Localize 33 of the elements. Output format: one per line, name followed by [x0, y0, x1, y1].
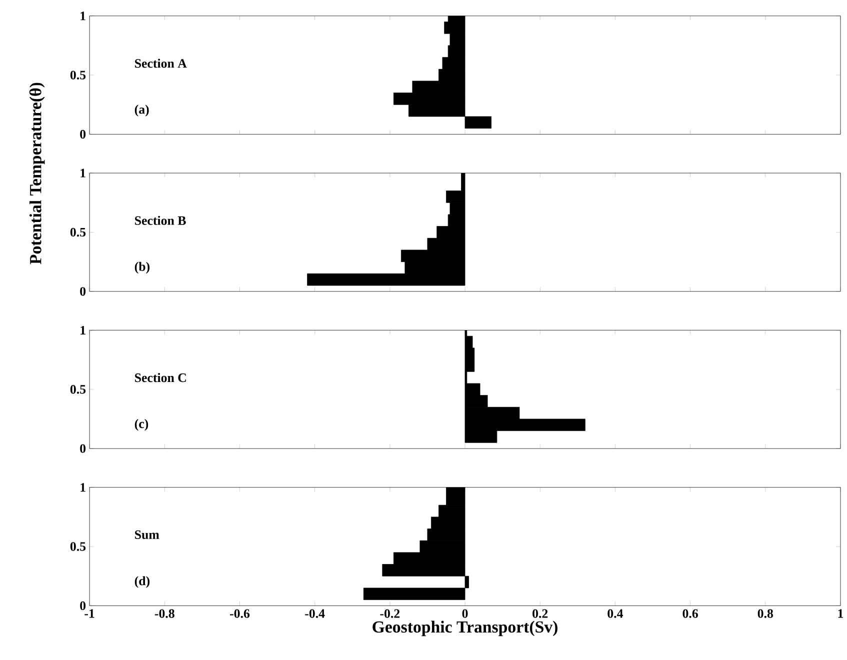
- annotation: Section A: [135, 58, 187, 68]
- y-tick-label: 0.5: [70, 228, 86, 236]
- annotation: Sum: [135, 530, 160, 539]
- x-tick-label: -0.6: [230, 609, 250, 618]
- y-tick-label: 0: [80, 286, 86, 296]
- x-axis-title: Geostophic Transport(Sv): [372, 620, 558, 636]
- annotation: (c): [134, 418, 148, 431]
- x-tick-label: 0: [462, 609, 468, 618]
- y-tick-label: 1: [80, 168, 86, 178]
- y-tick-label: 0.5: [70, 384, 86, 394]
- y-tick-label: 0: [80, 444, 86, 453]
- y-tick-label: 0: [80, 130, 86, 138]
- y-tick-label: 1: [80, 326, 86, 334]
- x-tick-label: 1: [838, 609, 844, 618]
- x-tick-label: 0.6: [682, 609, 698, 618]
- y-tick-label: 1: [80, 11, 86, 20]
- x-tick-label: 0.2: [532, 609, 548, 618]
- annotation: (d): [134, 576, 150, 588]
- y-tick-label: 0: [80, 601, 86, 610]
- x-tick-label: -0.4: [305, 609, 325, 618]
- x-tick-label: -1: [84, 609, 94, 618]
- annotation: Section B: [135, 216, 186, 225]
- x-tick-label: -0.8: [154, 609, 174, 618]
- x-tick-label: 0.4: [608, 609, 624, 618]
- y-tick-label: 0.5: [70, 542, 86, 551]
- x-tick-label: -0.2: [380, 609, 400, 618]
- annotation: (b): [134, 262, 150, 274]
- y-axis-title: Potential Temperature(θ): [29, 82, 45, 264]
- y-tick-label: 0.5: [70, 70, 86, 80]
- x-tick-label: 0.8: [758, 609, 774, 618]
- y-tick-label: 1: [80, 482, 86, 492]
- annotation: (a): [134, 104, 149, 116]
- annotation: Section C: [135, 372, 186, 382]
